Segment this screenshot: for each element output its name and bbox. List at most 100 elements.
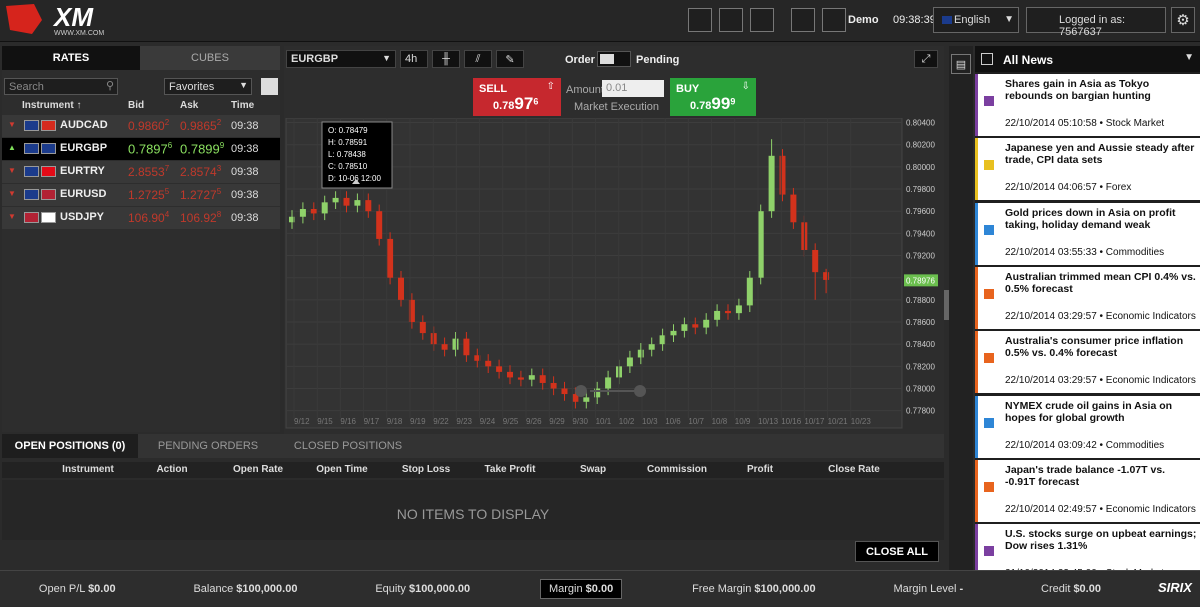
news-item[interactable]: Australia's consumer price inflation 0.5… — [975, 331, 1200, 394]
candle-body — [408, 299, 415, 323]
positions-tab[interactable]: PENDING ORDERS — [157, 440, 259, 452]
timeframe[interactable]: 4h — [400, 50, 428, 68]
candle-body — [790, 194, 797, 223]
news-item[interactable]: Shares gain in Asia as Tokyo rebounds on… — [975, 74, 1200, 136]
cubes-tab[interactable]: CUBES — [140, 46, 280, 70]
symbol: EURTRY — [60, 165, 105, 177]
y-tick-label: 0.80200 — [906, 141, 935, 150]
candle-body — [746, 277, 753, 306]
ask-main: 2.8574 — [180, 165, 217, 179]
toolbar-icons — [688, 8, 846, 32]
toolbar-icon[interactable] — [822, 8, 846, 32]
dropdown-arrow: ▼ — [382, 53, 391, 63]
toggle-knob — [600, 54, 614, 64]
candle-body — [735, 305, 742, 314]
x-tick-label: 9/22 — [433, 417, 449, 426]
summary-item: Margin Level - — [885, 580, 971, 598]
candle-body — [594, 388, 601, 398]
rate-row[interactable]: ▼ USDJPY 106.904 106.928 09:38 — [2, 207, 280, 229]
layout-toggle[interactable] — [261, 78, 278, 95]
rate-row[interactable]: ▼ AUDCAD 0.98602 0.98652 09:38 — [2, 115, 280, 137]
news-icon[interactable]: ▤ — [951, 54, 971, 74]
toolbar-icon[interactable] — [750, 8, 774, 32]
news-category-icon — [984, 417, 994, 428]
column-header: Bid — [128, 100, 145, 111]
x-tick-label: 10/2 — [619, 417, 635, 426]
search-placeholder: Search — [9, 81, 44, 93]
buy-button[interactable]: BUY ⇩ 0.78999 — [670, 78, 756, 116]
column-header: Swap — [579, 464, 607, 475]
dropdown-arrow[interactable]: ▼ — [1184, 52, 1194, 63]
candle-body — [398, 277, 404, 300]
rate-row[interactable]: ▼ EURUSD 1.27255 1.27275 09:38 — [2, 184, 280, 206]
filter[interactable]: Favorites ▼ — [164, 78, 252, 95]
order-toggle[interactable] — [597, 51, 631, 67]
close-all-button[interactable]: CLOSE ALL — [855, 541, 939, 562]
ask-main: 0.7899 — [180, 141, 220, 157]
account[interactable]: Logged in as: 7567637 — [1026, 7, 1166, 38]
dropdown-arrow: ▼ — [239, 80, 248, 90]
rate-row[interactable]: ▼ EURTRY 2.85537 2.85743 09:38 — [2, 161, 280, 183]
sell-button[interactable]: SELL ⇧ 0.78976 — [473, 78, 561, 116]
bid: 2.85537 — [128, 164, 169, 179]
bid-fraction: 4 — [164, 210, 170, 219]
tooltip-line: C: 0.78510 — [328, 162, 368, 171]
fullscreen[interactable]: ⤢ — [914, 50, 938, 68]
positions-tabs: OPEN POSITIONS (0) PENDING ORDERS CLOSED P… — [2, 434, 944, 458]
toolbar-icon[interactable] — [719, 8, 743, 32]
symbol-select[interactable]: EURGBP ▼ — [286, 50, 396, 68]
summary-item: Margin $0.00 — [539, 579, 623, 599]
rates-header: Instrument ↑ Bid Ask Time — [2, 100, 280, 114]
news-meta: 22/10/2014 02:49:57 • Economic Indicator… — [1005, 503, 1196, 515]
toolbar-icon[interactable] — [791, 8, 815, 32]
footer: Open P/L $0.00 Balance $100,000.00 Equity … — [0, 570, 1200, 606]
bid-main: 106.90 — [128, 211, 165, 225]
amount-input[interactable]: 0.01 — [602, 80, 664, 97]
header: XM WWW.XM.COM Demo 09:38:39 English ▼ Log… — [0, 0, 1200, 42]
summary-item: Free Margin $100,000.00 — [684, 580, 824, 598]
clock: 09:38:39 — [893, 14, 936, 26]
candle-type[interactable]: ╫ — [432, 50, 460, 68]
candle-body — [452, 338, 459, 350]
positions-tab[interactable]: CLOSED POSITIONS — [293, 440, 403, 452]
candle-body — [605, 377, 612, 389]
candle-body — [507, 371, 513, 378]
news-item[interactable]: U.S. stocks surge on upbeat earnings; Do… — [975, 524, 1200, 570]
ask-main: 1.2727 — [180, 188, 217, 202]
candle-body — [692, 324, 699, 328]
x-tick-label: 9/30 — [572, 417, 588, 426]
news-item[interactable]: Japan's trade balance -1.07T vs. -0.91T … — [975, 459, 1200, 522]
x-tick-label: 10/7 — [688, 417, 704, 426]
news-item[interactable]: Japanese yen and Aussie steady after tra… — [975, 138, 1200, 201]
splitter[interactable] — [944, 290, 949, 320]
rates-tab[interactable]: RATES — [2, 46, 140, 70]
flag — [24, 166, 39, 177]
indicators[interactable]: ⫽ — [464, 50, 492, 68]
summary-value: - — [959, 583, 964, 595]
y-tick-label: 0.78000 — [906, 385, 935, 394]
x-tick-label: 10/3 — [642, 417, 658, 426]
candle-body — [321, 202, 328, 214]
chart-panel: EURGBP ▼ 4h ╫ ⫽ ✎ Order Pending ⤢ SELL ⇧ … — [284, 46, 944, 434]
news-item[interactable]: Gold prices down in Asia on profit takin… — [975, 202, 1200, 265]
toolbar-icon[interactable] — [688, 8, 712, 32]
settings[interactable]: ⚙ — [1171, 7, 1195, 33]
candle-body — [289, 216, 295, 223]
candle-body — [485, 360, 492, 367]
news-headline: Japan's trade balance -1.07T vs. -0.91T … — [1005, 463, 1166, 488]
positions-tab[interactable]: OPEN POSITIONS (0) — [2, 434, 138, 458]
summary-value: $0.00 — [585, 583, 614, 595]
rate-row[interactable]: ▲ EURGBP 0.78976 0.78999 09:38 — [2, 138, 280, 160]
column-header: Instrument ↑ — [22, 100, 82, 111]
news-item[interactable]: NYMEX crude oil gains in Asia on hopes f… — [975, 395, 1200, 458]
draw-tool[interactable]: ✎ — [496, 50, 524, 68]
buy-price: 0.78999 — [690, 94, 735, 114]
news-item[interactable]: Australian trimmed mean CPI 0.4% vs. 0.5… — [975, 266, 1200, 329]
column-header: Open Time — [316, 464, 368, 475]
search[interactable]: Search ⚲ — [4, 78, 118, 95]
language-select[interactable]: English ▼ — [933, 7, 1019, 33]
ask-fraction: 3 — [216, 164, 222, 173]
candle-body — [583, 397, 590, 402]
summary-item: Balance $100,000.00 — [185, 580, 305, 598]
summary-item: Credit $0.00 — [1033, 580, 1109, 598]
